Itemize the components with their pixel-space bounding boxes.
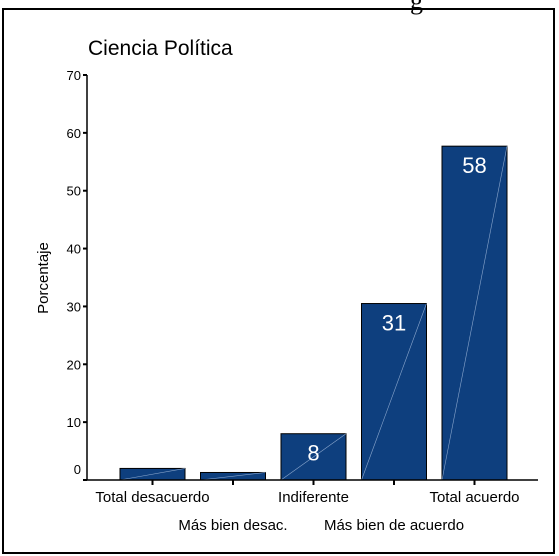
data-label: 58: [462, 153, 486, 178]
y-tick-label: 30: [67, 299, 81, 314]
y-tick-label: 40: [67, 242, 81, 257]
x-tick-label: Total acuerdo: [429, 489, 519, 506]
clipped-caption: g: [410, 0, 423, 15]
x-tick-label: Total desacuerdo: [95, 489, 209, 506]
x-axis: Total desacuerdo Más bien desac. Indiferen…: [87, 479, 538, 534]
y-tick-label: 50: [67, 184, 81, 199]
y-tick-label: 10: [67, 415, 81, 430]
y-tick-label: 0: [74, 462, 81, 477]
data-label: 8: [307, 441, 319, 466]
bar-highlight: [441, 146, 508, 481]
y-tick-label: 70: [67, 68, 81, 83]
chart-title: Ciencia Política: [88, 37, 233, 60]
bar-highlight: [280, 433, 347, 481]
x-tick-label: Más bien desac.: [178, 517, 287, 534]
y-axis-label: Porcentaje: [35, 242, 52, 314]
y-tick-label: 60: [67, 126, 81, 141]
x-tick-label: Más bien de acuerdo: [324, 517, 464, 534]
data-label: 31: [382, 311, 406, 336]
bar-highlight: [200, 472, 266, 481]
bars: 8 31 58: [119, 145, 508, 481]
y-axis: 0 10 20 30 40 50 60 70: [67, 68, 88, 481]
y-tick-label: 20: [67, 357, 81, 372]
x-tick-label: Indiferente: [278, 489, 349, 506]
bar-highlight: [119, 468, 186, 481]
bar-highlight: [361, 303, 427, 481]
